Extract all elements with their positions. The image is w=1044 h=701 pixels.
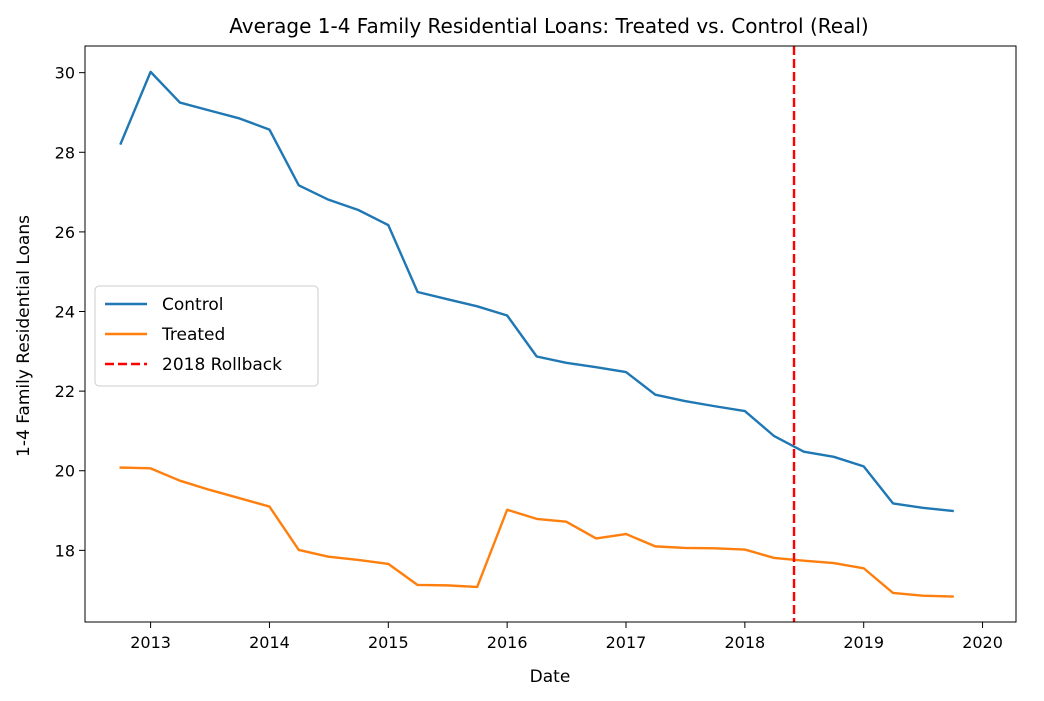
legend-label: 2018 Rollback: [162, 355, 282, 375]
x-tick-label: 2019: [843, 633, 884, 652]
x-tick-label: 2020: [962, 633, 1003, 652]
y-tick-label: 28: [55, 143, 75, 162]
y-tick-label: 24: [55, 303, 75, 322]
legend-box: [94, 285, 319, 387]
axes-frame: [84, 45, 1017, 623]
legend-label: Control: [162, 295, 223, 315]
chart-title: Average 1-4 Family Residential Loans: Tr…: [229, 14, 868, 38]
x-tick-label: 2018: [724, 633, 765, 652]
plot-area: 2013 2014 2015 2016 2017 2018 2019 2020 18 20 22 24…: [55, 45, 1017, 652]
x-tick-label: 2014: [249, 633, 290, 652]
legend: Control Treated 2018 Rollback: [94, 285, 319, 387]
y-axis-title: 1-4 Family Residential Loans: [14, 215, 34, 457]
x-tick-label: 2015: [368, 633, 409, 652]
x-tick-label: 2017: [606, 633, 647, 652]
y-tick-label: 22: [55, 382, 75, 401]
x-tick-label: 2013: [130, 633, 171, 652]
series-line-treated: [119, 466, 954, 598]
legend-label: Treated: [161, 325, 225, 345]
x-tick-label: 2016: [487, 633, 528, 652]
x-axis-title: Date: [530, 667, 571, 687]
series-line-control: [119, 70, 954, 513]
y-tick-label: 30: [55, 64, 75, 83]
y-tick-label: 20: [55, 462, 75, 481]
y-tick-label: 18: [55, 541, 75, 560]
y-tick-label: 26: [55, 223, 75, 242]
